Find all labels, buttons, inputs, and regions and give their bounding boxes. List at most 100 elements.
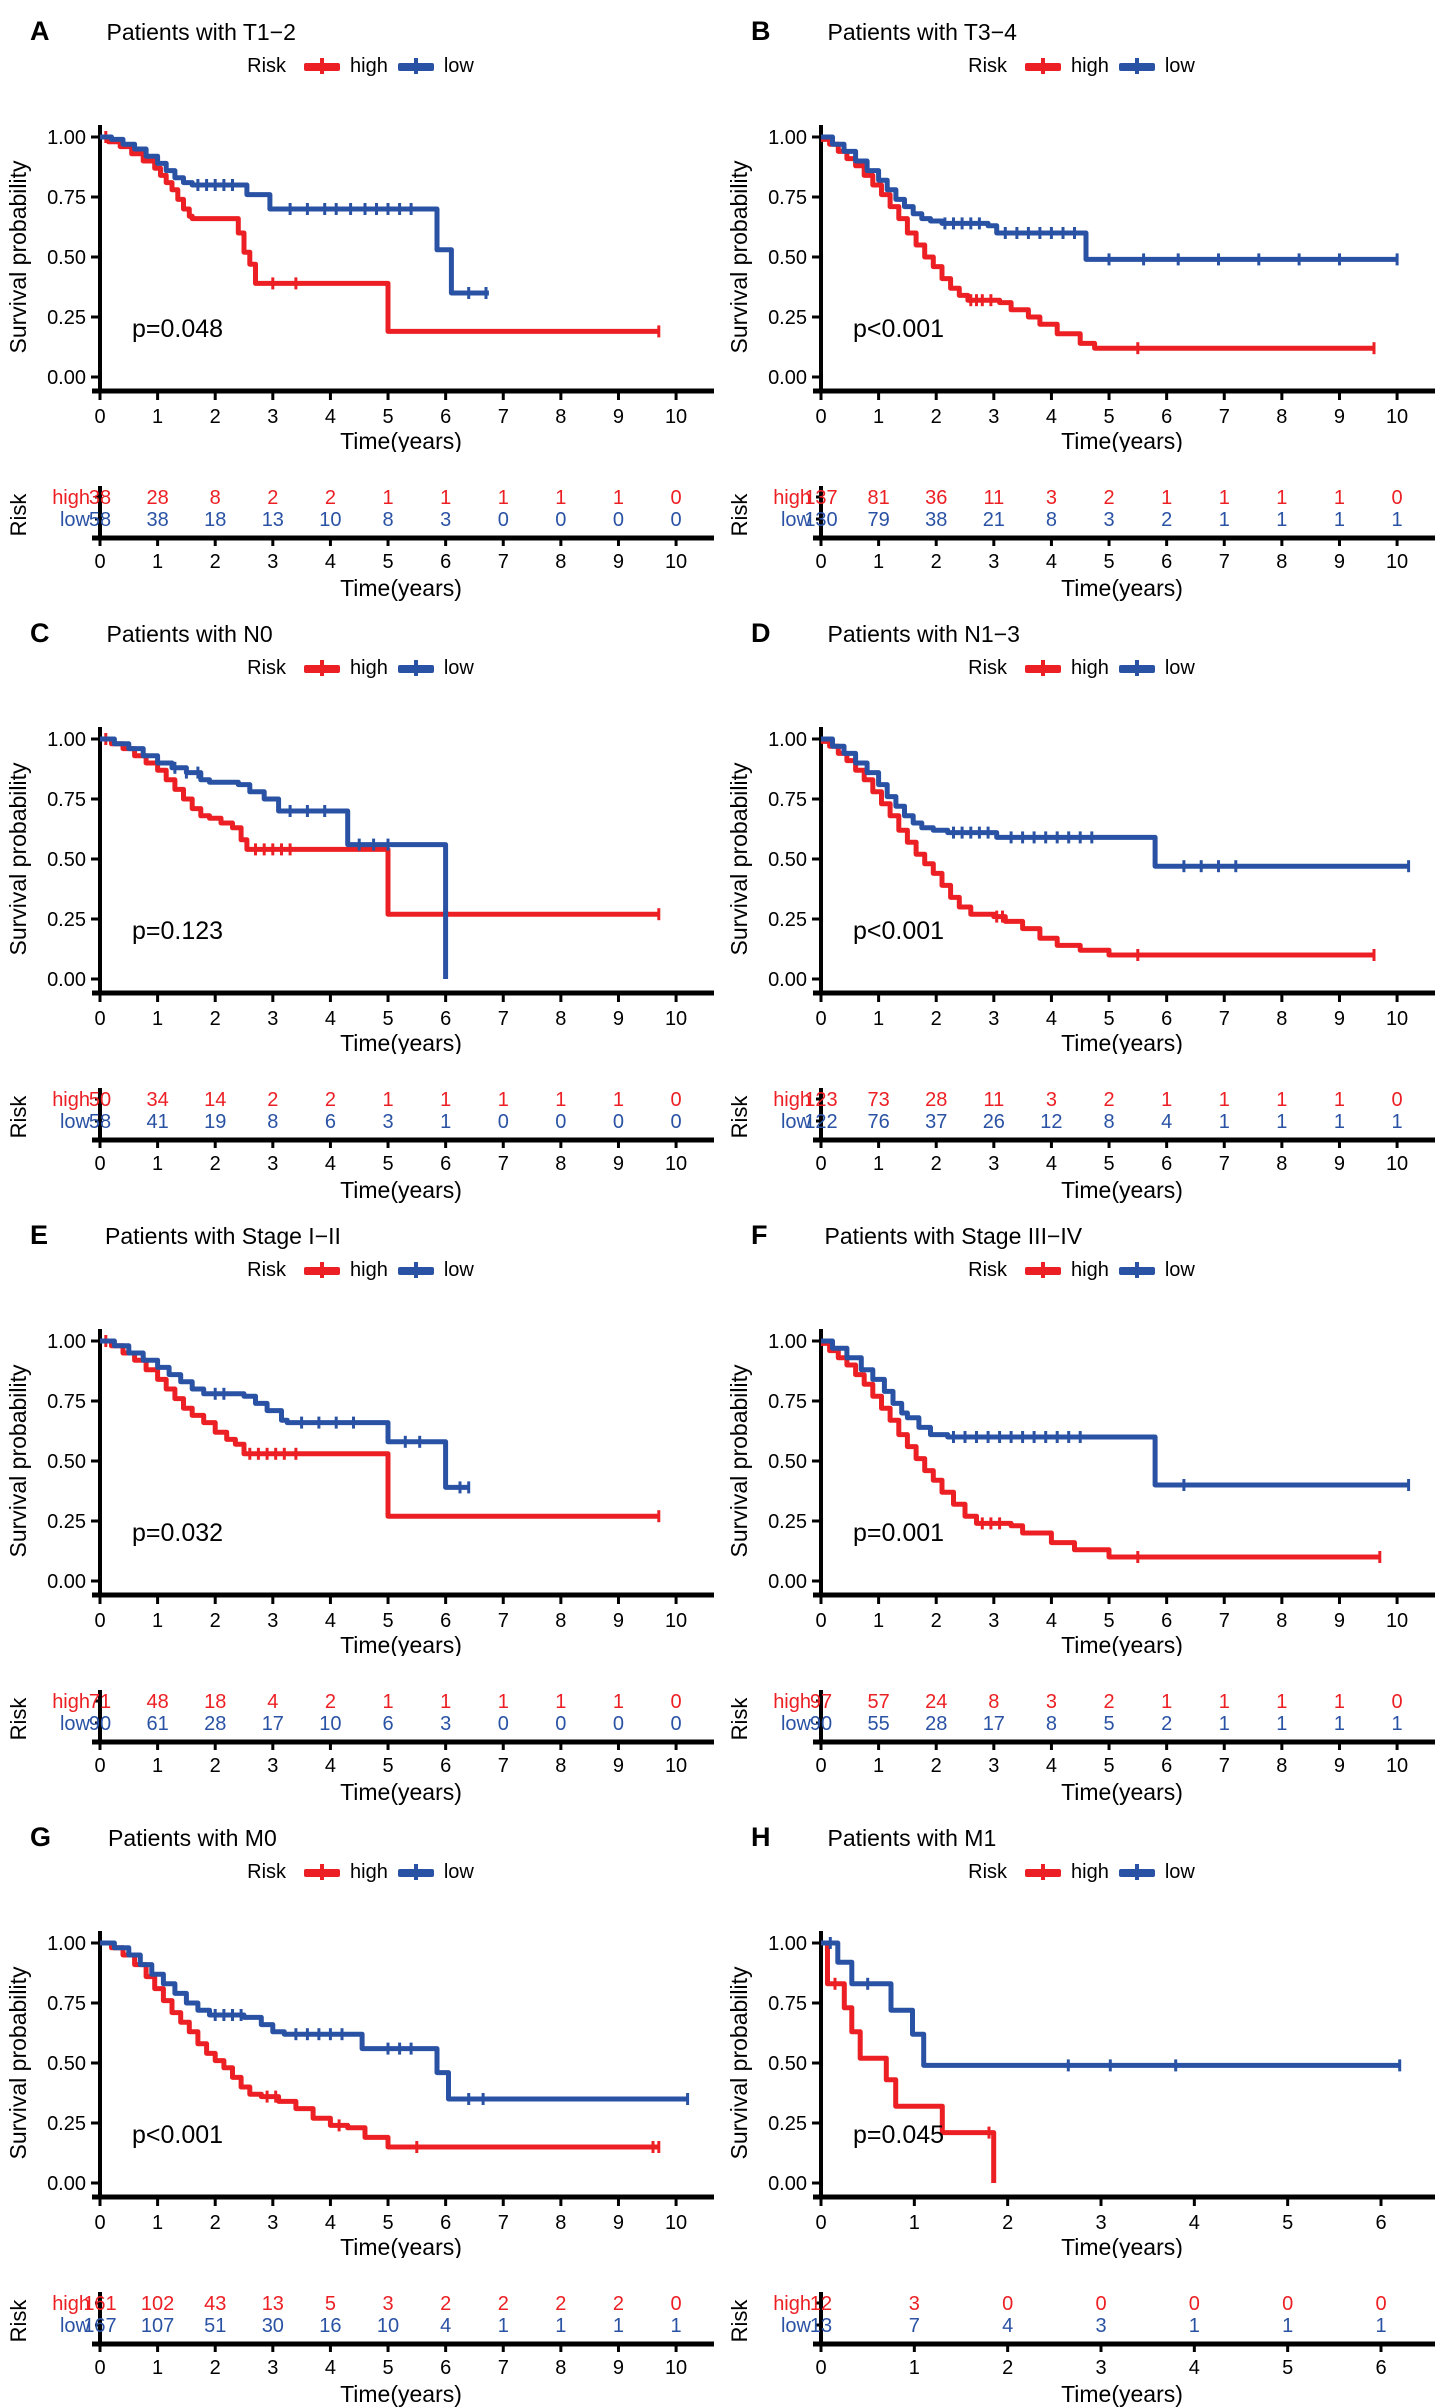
p-value: p<0.001: [853, 917, 944, 945]
risk-x-tick-label: 5: [1103, 1755, 1114, 1777]
risk-axis-title: Risk: [727, 1697, 752, 1741]
legend-key-high: [304, 57, 341, 75]
survival-plot: 1.00 0.75 0.50 0.25 0.00 0 1 2 3 4 5 6 7 8 9 10 Time(yea…: [726, 1329, 1435, 1656]
x-tick-label: 7: [498, 1008, 509, 1030]
risk-count-low: 58: [89, 509, 111, 531]
risk-count-low: 1: [1334, 509, 1345, 531]
x-axis-title: Time(years): [1061, 428, 1183, 452]
x-tick-label: 10: [665, 1610, 687, 1632]
survival-plot: 1.00 0.75 0.50 0.25 0.00 0 1 2 3 4 5 6 7 8 9 10 Time(yea…: [5, 1329, 714, 1656]
x-tick-label: 5: [1103, 1008, 1114, 1030]
x-tick-label: 6: [1161, 1610, 1172, 1632]
risk-count-high: 161: [83, 2293, 116, 2315]
risk-x-tick-label: 9: [613, 1755, 624, 1777]
x-tick-label: 2: [931, 1610, 942, 1632]
risk-count-low: 0: [613, 1713, 624, 1735]
risk-x-tick-label: 0: [815, 1755, 826, 1777]
risk-x-tick-label: 2: [210, 551, 221, 573]
legend-key-low: [397, 1261, 434, 1279]
panel-header: D Patients with N1−3: [721, 602, 1442, 648]
km-curve-high: [821, 1940, 997, 2183]
panel-header: G Patients with M0: [0, 1806, 721, 1852]
risk-count-low: 8: [267, 1111, 278, 1133]
legend-title: Risk: [968, 54, 1008, 77]
risk-count-low: 1: [1276, 1111, 1287, 1133]
panel-letter: C: [30, 618, 51, 648]
risk-axis-title: Risk: [6, 493, 31, 537]
x-tick-label: 0: [815, 1008, 826, 1030]
risk-count-high: 14: [204, 1089, 226, 1111]
risk-count-low: 55: [867, 1713, 889, 1735]
risk-x-tick-label: 7: [1219, 551, 1230, 573]
risk-count-high: 18: [204, 1691, 226, 1713]
risk-x-tick-label: 1: [873, 551, 884, 573]
risk-x-tick-label: 7: [498, 551, 509, 573]
risk-count-high: 1: [1334, 1089, 1345, 1111]
risk-x-tick-label: 0: [815, 1153, 826, 1175]
panel-header: E Patients with Stage I−II: [0, 1204, 721, 1250]
risk-x-tick-label: 1: [152, 1153, 163, 1175]
panel-header: H Patients with M1: [721, 1806, 1442, 1852]
risk-x-tick-label: 3: [267, 2357, 278, 2379]
risk-x-tick-label: 10: [1386, 1755, 1408, 1777]
risk-row-label-high: high: [52, 1089, 90, 1111]
risk-count-low: 38: [146, 509, 168, 531]
y-tick-label: 0.50: [768, 849, 807, 871]
y-axis-title: Survival probability: [5, 762, 31, 956]
x-tick-label: 7: [1219, 1008, 1230, 1030]
risk-x-tick-label: 9: [613, 551, 624, 573]
risk-count-low: 1: [613, 2315, 624, 2337]
y-tick-label: 1.00: [47, 1331, 86, 1353]
risk-count-high: 0: [1095, 2293, 1106, 2315]
y-tick-label: 0.25: [768, 2113, 807, 2135]
risk-count-high: 2: [267, 487, 278, 509]
legend: Risk high low: [0, 54, 721, 78]
risk-axis-title: Risk: [6, 2299, 31, 2343]
risk-count-high: 81: [867, 487, 889, 509]
survival-plot: 1.00 0.75 0.50 0.25 0.00 0 1 2 3 4 5 6 7 8 9 10 Time(yea…: [726, 125, 1435, 452]
risk-count-high: 0: [671, 1089, 682, 1111]
risk-count-high: 2: [325, 487, 336, 509]
x-axis-title: Time(years): [340, 428, 462, 452]
panel-letter: E: [30, 1220, 50, 1250]
legend-title: Risk: [968, 1258, 1008, 1281]
km-curve-high: [821, 738, 1374, 958]
survival-plot: 1.00 0.75 0.50 0.25 0.00 0 1 2 3 4 5 6 7 8 9 10 Time(yea…: [5, 125, 714, 452]
legend-key-low: [397, 1863, 434, 1881]
x-tick-label: 2: [210, 2212, 221, 2234]
panel-letter: F: [751, 1220, 769, 1250]
risk-count-low: 61: [146, 1713, 168, 1735]
risk-x-tick-label: 6: [440, 551, 451, 573]
p-value: p=0.001: [853, 1519, 944, 1547]
risk-count-low: 1: [1189, 2315, 1200, 2337]
risk-row-label-low: low: [60, 2315, 91, 2337]
risk-count-high: 12: [810, 2293, 832, 2315]
km-curve-high: [100, 1338, 659, 1519]
km-panel-F: F Patients with Stage III−IV Risk high l…: [721, 1204, 1442, 1806]
risk-count-low: 1: [1276, 509, 1287, 531]
km-panel-E: E Patients with Stage I−II Risk high low…: [0, 1204, 721, 1806]
risk-count-low: 1: [1392, 1713, 1403, 1735]
legend-label-high: high: [1071, 1258, 1109, 1281]
x-tick-label: 5: [382, 2212, 393, 2234]
y-axis-title: Survival probability: [5, 160, 31, 354]
legend-censor-tick: [1041, 1262, 1046, 1278]
panel-header: C Patients with N0: [0, 602, 721, 648]
risk-x-tick-label: 8: [555, 2357, 566, 2379]
risk-count-high: 0: [1002, 2293, 1013, 2315]
risk-x-tick-label: 0: [94, 1755, 105, 1777]
risk-count-high: 0: [1392, 487, 1403, 509]
y-tick-label: 0.50: [768, 247, 807, 269]
risk-x-tick-label: 5: [382, 2357, 393, 2379]
x-tick-label: 6: [1161, 406, 1172, 428]
risk-row-label-low: low: [60, 1111, 91, 1133]
x-tick-label: 5: [382, 406, 393, 428]
risk-count-low: 5: [1103, 1713, 1114, 1735]
legend-key-low: [397, 57, 434, 75]
legend-label-high: high: [350, 1860, 388, 1883]
y-tick-label: 0.75: [47, 789, 86, 811]
x-tick-label: 9: [1334, 1610, 1345, 1632]
